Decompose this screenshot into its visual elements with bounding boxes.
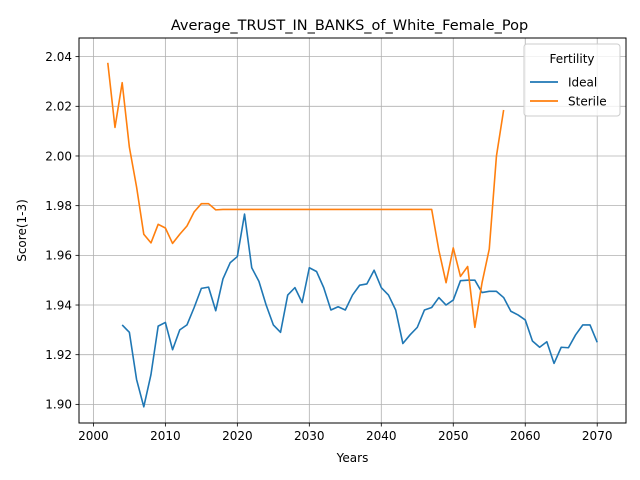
- plot-frame: [78, 37, 627, 424]
- x-axis-label: Years: [336, 451, 369, 465]
- series-layer: [106, 62, 598, 408]
- legend-label-ideal: Ideal: [568, 76, 597, 90]
- legend: Fertility Ideal Sterile: [523, 43, 621, 117]
- x-tick-label: 2070: [582, 429, 613, 443]
- y-tick-label: 1.90: [45, 398, 72, 412]
- y-tick-label: 2.00: [45, 149, 72, 163]
- series-line-ideal: [121, 213, 598, 408]
- x-tick-label: 2020: [222, 429, 253, 443]
- chart-title: Average_TRUST_IN_BANKS_of_White_Female_P…: [171, 18, 528, 34]
- x-tick-label: 2060: [510, 429, 541, 443]
- y-axis-label: Score(1-3): [15, 199, 29, 262]
- legend-box: [523, 43, 621, 117]
- x-tick-label: 2000: [78, 429, 109, 443]
- series-line-sterile: [106, 62, 505, 329]
- legend-title: Fertility: [549, 52, 594, 66]
- y-axis-ticks: 1.90 1.92 1.94 1.96 1.98 2.00 2.02 2.04: [45, 50, 79, 412]
- y-tick-label: 2.04: [45, 50, 72, 64]
- x-tick-label: 2030: [294, 429, 325, 443]
- x-tick-label: 2040: [366, 429, 397, 443]
- y-tick-label: 1.96: [45, 249, 72, 263]
- y-tick-label: 1.94: [45, 298, 72, 312]
- y-tick-label: 1.92: [45, 348, 72, 362]
- y-tick-label: 1.98: [45, 199, 72, 213]
- grid-lines: [79, 38, 626, 423]
- x-axis-ticks: 2000 2010 2020 2030 2040 2050 2060 2070: [78, 423, 612, 443]
- y-tick-label: 2.02: [45, 100, 72, 114]
- x-tick-label: 2010: [150, 429, 181, 443]
- legend-label-sterile: Sterile: [568, 95, 607, 109]
- x-tick-label: 2050: [438, 429, 469, 443]
